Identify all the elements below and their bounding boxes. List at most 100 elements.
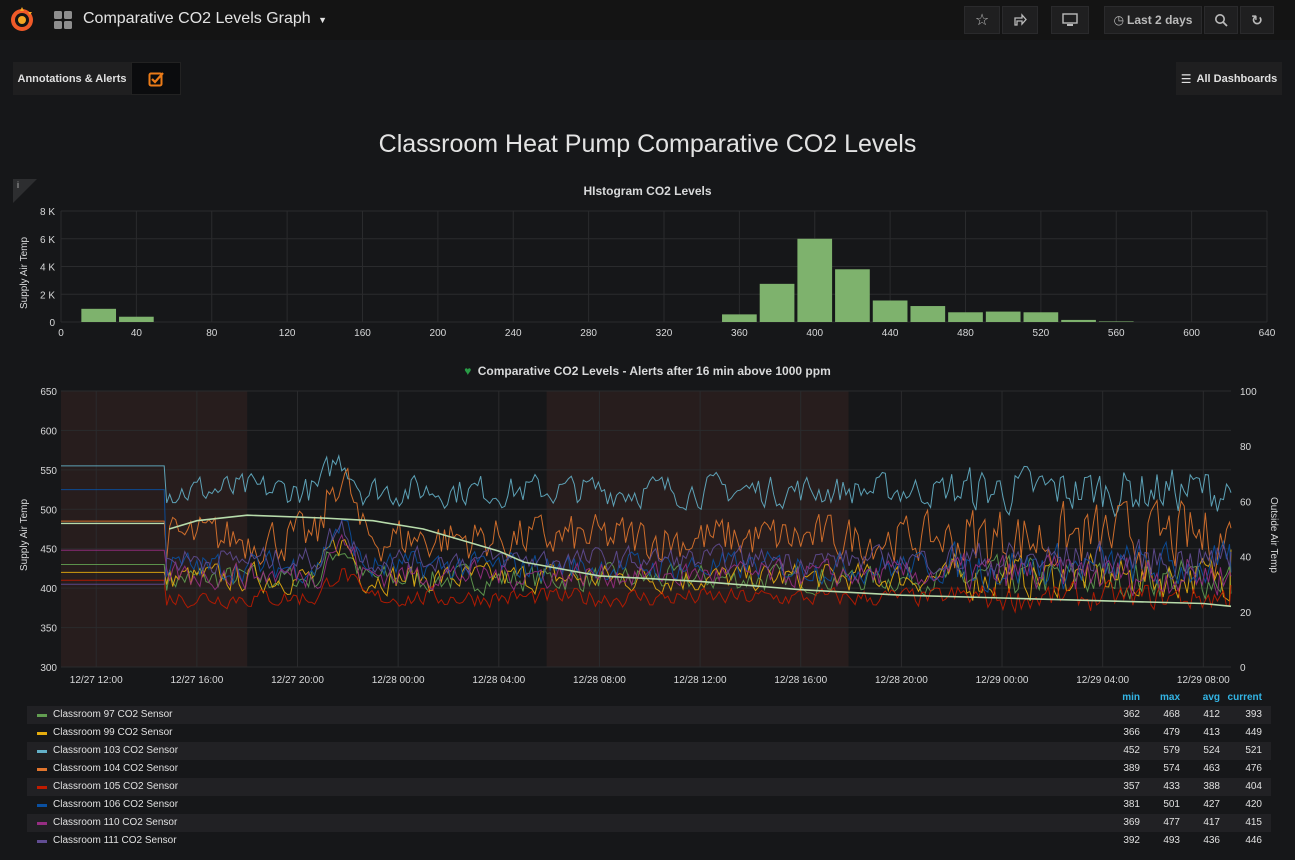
legend-series-name[interactable]: Classroom 110 CO2 Sensor: [53, 817, 178, 828]
legend-value-avg: 463: [1203, 763, 1220, 774]
outside-air-temp-line: [168, 514, 1232, 608]
legend-row[interactable]: Classroom 110 CO2 Sensor 369 477 417 415: [27, 814, 1271, 832]
line-y-tick-label: 600: [40, 426, 57, 437]
info-icon: i: [17, 180, 19, 190]
tv-mode-button[interactable]: [1051, 6, 1089, 34]
legend-series-name[interactable]: Classroom 104 CO2 Sensor: [53, 763, 179, 774]
bars-icon: ☰: [1180, 71, 1192, 86]
alert-shaded-region: [546, 391, 849, 667]
dashboard-title-picker[interactable]: Comparative CO2 Levels Graph ▼: [83, 10, 327, 28]
legend-value-max: 501: [1163, 799, 1180, 810]
legend-color-swatch[interactable]: [37, 732, 47, 735]
legend-color-swatch[interactable]: [37, 768, 47, 771]
legend-row[interactable]: Classroom 104 CO2 Sensor 389 574 463 476: [27, 760, 1271, 778]
legend-value-max: 579: [1163, 745, 1180, 756]
histogram-y-tick-label: 6 K: [40, 235, 55, 246]
annotations-toggle-checkbox[interactable]: [131, 62, 181, 95]
line-y2-tick-label: 20: [1240, 608, 1252, 619]
histogram-y-axis-label: Supply Air Temp: [19, 237, 30, 310]
co2-line-chart: 12/27 12:00 12/27 16:00 12/27 20:00 12/28 0…: [19, 387, 1279, 686]
line-y-axis-label: Supply Air Temp: [19, 499, 30, 572]
legend-header-min[interactable]: min: [1122, 692, 1140, 703]
line-y-tick-label: 300: [40, 663, 57, 674]
co2-series-line: [61, 467, 1232, 581]
legend-value-current: 449: [1245, 727, 1262, 738]
legend-color-swatch[interactable]: [37, 750, 47, 753]
histogram-x-tick-label: 440: [882, 328, 899, 339]
legend-series-name[interactable]: Classroom 97 CO2 Sensor: [53, 709, 173, 720]
star-dashboard-button[interactable]: ☆: [964, 6, 1000, 34]
alert-shaded-region: [61, 391, 248, 667]
co2-series-line: [61, 536, 1232, 602]
legend-color-swatch[interactable]: [37, 804, 47, 807]
histogram-bar: [81, 308, 117, 322]
share-dashboard-button[interactable]: [1002, 6, 1038, 34]
line-y-tick-label: 650: [40, 387, 57, 398]
histogram-bar: [722, 314, 757, 322]
all-dashboards-text: All Dashboards: [1196, 72, 1278, 85]
legend-color-swatch[interactable]: [37, 786, 47, 789]
histogram-bar: [1061, 319, 1096, 322]
dashboard-grid-icon[interactable]: [53, 10, 73, 30]
legend-header-avg[interactable]: avg: [1202, 692, 1220, 703]
legend-color-swatch[interactable]: [37, 822, 47, 825]
line-x-tick-label: 12/28 12:00: [674, 675, 727, 686]
legend-value-max: 468: [1163, 709, 1180, 720]
legend-series-name[interactable]: Classroom 99 CO2 Sensor: [53, 727, 173, 738]
legend-value-current: 404: [1245, 781, 1262, 792]
histogram-x-tick-label: 200: [430, 328, 447, 339]
dashboard-title: Comparative CO2 Levels Graph: [83, 10, 311, 27]
legend-row[interactable]: Classroom 106 CO2 Sensor 381 501 427 420: [27, 796, 1271, 814]
histogram-y-tick-label: 0: [49, 318, 55, 329]
line-y-tick-label: 400: [40, 584, 57, 595]
legend-value-avg: 417: [1203, 817, 1220, 828]
grafana-logo-icon[interactable]: [8, 5, 36, 33]
zoom-out-button[interactable]: [1204, 6, 1238, 34]
clock-icon: ◷: [1113, 13, 1125, 27]
line-y-tick-label: 450: [40, 545, 57, 556]
legend-header-max[interactable]: max: [1159, 692, 1180, 703]
histogram-x-tick-label: 160: [354, 328, 371, 339]
legend-value-max: 477: [1163, 817, 1180, 828]
all-dashboards-link[interactable]: ☰ All Dashboards: [1176, 62, 1282, 95]
legend-value-max: 479: [1163, 727, 1180, 738]
legend-color-swatch[interactable]: [37, 714, 47, 717]
legend-series-name[interactable]: Classroom 105 CO2 Sensor: [53, 781, 179, 792]
line-panel-title[interactable]: ♥ Comparative CO2 Levels - Alerts after …: [0, 364, 1295, 378]
histogram-x-tick-label: 360: [731, 328, 748, 339]
line-y2-axis-label: Outside Air Temp: [1268, 497, 1279, 573]
histogram-x-tick-label: 320: [656, 328, 673, 339]
refresh-button[interactable]: ↻: [1240, 6, 1274, 34]
search-icon: [1215, 14, 1228, 27]
histogram-y-tick-label: 2 K: [40, 290, 55, 301]
histogram-x-tick-label: 400: [806, 328, 823, 339]
legend-series-name[interactable]: Classroom 111 CO2 Sensor: [53, 835, 177, 846]
legend-value-avg: 524: [1203, 745, 1220, 756]
legend-row[interactable]: Classroom 103 CO2 Sensor 452 579 524 521: [27, 742, 1271, 760]
monitor-icon: [1062, 13, 1078, 26]
co2-series-line: [61, 519, 1232, 585]
histogram-x-tick-label: 520: [1033, 328, 1050, 339]
time-range-label: Last 2 days: [1127, 13, 1193, 27]
line-x-tick-label: 12/28 04:00: [472, 675, 525, 686]
legend-color-swatch[interactable]: [37, 840, 47, 843]
legend-series-name[interactable]: Classroom 106 CO2 Sensor: [53, 799, 179, 810]
legend-series-name[interactable]: Classroom 103 CO2 Sensor: [53, 745, 179, 756]
legend-value-min: 357: [1123, 781, 1140, 792]
legend-row[interactable]: Classroom 105 CO2 Sensor 357 433 388 404: [27, 778, 1271, 796]
histogram-bar: [797, 238, 833, 322]
legend-row[interactable]: Classroom 97 CO2 Sensor 362 468 412 393: [27, 706, 1271, 724]
line-x-tick-label: 12/29 08:00: [1177, 675, 1230, 686]
histogram-bar: [1098, 321, 1134, 322]
legend-row[interactable]: Classroom 111 CO2 Sensor 392 493 436 446: [27, 832, 1271, 850]
histogram-panel-title[interactable]: HIstogram CO2 Levels: [583, 184, 712, 198]
legend-header-current[interactable]: current: [1227, 692, 1262, 703]
legend-row[interactable]: Classroom 99 CO2 Sensor 366 479 413 449: [27, 724, 1271, 742]
panel-info-corner[interactable]: i: [13, 179, 37, 203]
line-x-tick-label: 12/27 16:00: [170, 675, 223, 686]
co2-series-line: [61, 533, 1232, 597]
legend-value-avg: 427: [1203, 799, 1220, 810]
time-range-picker[interactable]: ◷ Last 2 days: [1104, 6, 1202, 34]
histogram-x-tick-label: 0: [58, 328, 64, 339]
histogram-bar: [910, 306, 946, 322]
